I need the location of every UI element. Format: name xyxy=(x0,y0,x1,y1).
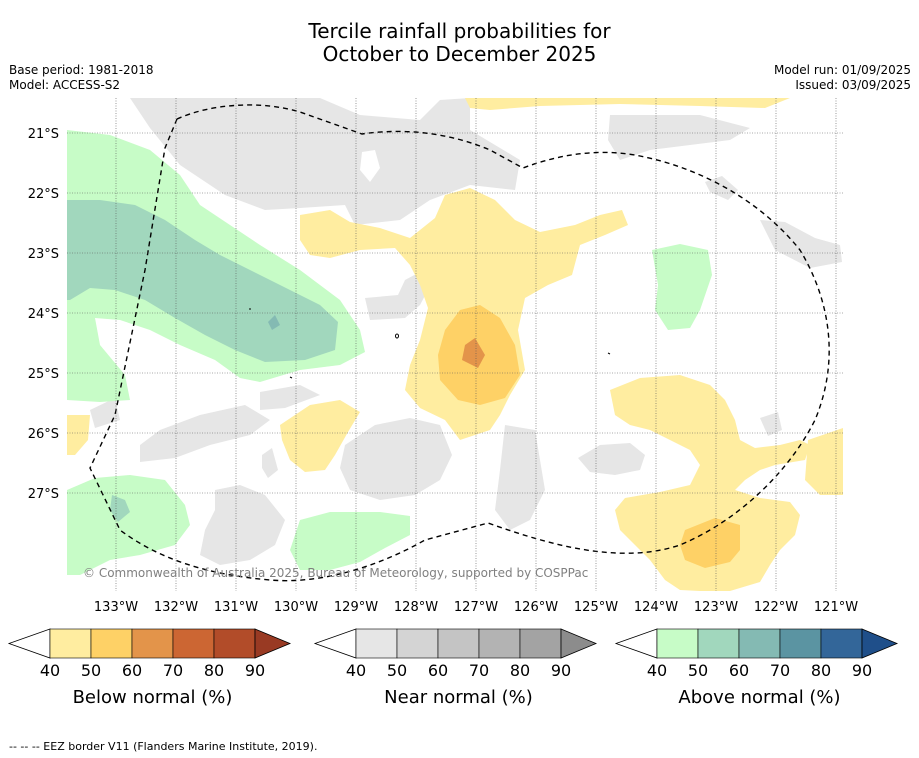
above-normal-60-areas xyxy=(268,315,280,330)
above-normal-tick-label: 70 xyxy=(770,661,790,680)
near-normal-tick-label: 70 xyxy=(469,661,489,680)
lon-label: 129°W xyxy=(334,600,378,615)
lon-label: 121°W xyxy=(814,600,858,615)
below-normal-tick-label: 40 xyxy=(40,661,60,680)
near-normal-tick-label: 80 xyxy=(510,661,530,680)
below-normal-tick-label: 70 xyxy=(163,661,183,680)
below-normal-60-areas xyxy=(462,338,485,368)
lon-label: 132°W xyxy=(154,600,198,615)
lon-label: 123°W xyxy=(694,600,738,615)
below-normal-swatch xyxy=(172,628,215,659)
near-normal-tick-label: 40 xyxy=(346,661,366,680)
above-normal-swatch xyxy=(779,628,822,659)
lon-label: 124°W xyxy=(634,600,678,615)
lat-label: 22°S xyxy=(28,187,59,202)
lon-label: 122°W xyxy=(754,600,798,615)
near-normal-extend-high xyxy=(560,628,598,659)
base-period: Base period: 1981-2018 xyxy=(9,63,154,77)
near-normal-colorbar-title: Near normal (%) xyxy=(384,687,533,708)
copyright-text: © Commonwealth of Australia 2025, Bureau… xyxy=(83,566,588,580)
above-normal-extend-low xyxy=(614,628,658,659)
meta-right: Model run: 01/09/2025 Issued: 03/09/2025 xyxy=(774,63,911,93)
above-normal-tick-label: 50 xyxy=(688,661,708,680)
lon-label: 130°W xyxy=(274,600,318,615)
above-normal-colorbar: 40 50 60 70 80 90 Above normal (%) xyxy=(614,628,899,708)
near-normal-colorbar: 40 50 60 70 80 90 Near normal (%) xyxy=(313,628,598,708)
title-line-1: Tercile rainfall probabilities for xyxy=(308,19,611,43)
near-normal-swatch xyxy=(355,628,398,659)
below-normal-colorbar: 40 50 60 70 80 90 Below normal (%) xyxy=(7,628,292,708)
lon-labels: 133°W 132°W 131°W 130°W 129°W 128°W 127°… xyxy=(94,600,858,615)
below-normal-swatch xyxy=(90,628,133,659)
lat-label: 23°S xyxy=(28,247,59,262)
lon-label: 127°W xyxy=(454,600,498,615)
map-field xyxy=(67,98,843,591)
above-normal-tick-label: 80 xyxy=(811,661,831,680)
below-normal-extend-low xyxy=(7,628,51,659)
above-normal-swatch xyxy=(820,628,863,659)
below-normal-swatch xyxy=(49,628,92,659)
eez-legend-text: -- -- -- EEZ border V11 (Flanders Marine… xyxy=(9,740,318,753)
above-normal-tick-label: 90 xyxy=(852,661,872,680)
lon-label: 128°W xyxy=(394,600,438,615)
lat-label: 27°S xyxy=(28,487,59,502)
above-normal-tick-label: 60 xyxy=(729,661,749,680)
above-normal-extend-high xyxy=(861,628,899,659)
below-normal-tick-label: 90 xyxy=(245,661,265,680)
issued-date: Issued: 03/09/2025 xyxy=(795,78,911,92)
model-name: Model: ACCESS-S2 xyxy=(9,78,121,92)
meta-left: Base period: 1981-2018 Model: ACCESS-S2 xyxy=(9,63,154,93)
lon-label: 126°W xyxy=(514,600,558,615)
gridlines xyxy=(67,98,843,591)
lon-label: 131°W xyxy=(214,600,258,615)
lat-labels: 21°S 22°S 23°S 24°S 25°S 26°S 27°S xyxy=(28,127,59,502)
lon-label: 133°W xyxy=(94,600,138,615)
below-normal-swatch xyxy=(131,628,174,659)
eez-border xyxy=(89,104,830,582)
above-normal-tick-label: 40 xyxy=(647,661,667,680)
above-normal-colorbar-title: Above normal (%) xyxy=(678,687,840,708)
lon-label: 125°W xyxy=(574,600,618,615)
model-run: Model run: 01/09/2025 xyxy=(773,63,911,77)
lat-label: 21°S xyxy=(28,127,59,142)
near-normal-tick-label: 50 xyxy=(387,661,407,680)
island-markers xyxy=(249,308,611,379)
below-normal-swatch xyxy=(213,628,256,659)
below-normal-tick-label: 50 xyxy=(81,661,101,680)
map-title: Tercile rainfall probabilities for Octob… xyxy=(0,20,919,66)
below-normal-extend-high xyxy=(254,628,292,659)
near-normal-tick-label: 90 xyxy=(551,661,571,680)
near-normal-tick-label: 60 xyxy=(428,661,448,680)
below-normal-tick-label: 60 xyxy=(122,661,142,680)
below-normal-tick-label: 80 xyxy=(204,661,224,680)
above-normal-swatch xyxy=(738,628,781,659)
near-normal-swatch xyxy=(519,628,562,659)
title-line-2: October to December 2025 xyxy=(322,42,597,66)
lat-label: 26°S xyxy=(28,427,59,442)
above-normal-swatch xyxy=(697,628,740,659)
near-normal-extend-low xyxy=(313,628,357,659)
near-normal-swatch xyxy=(396,628,439,659)
lat-label: 24°S xyxy=(28,307,59,322)
lat-label: 25°S xyxy=(28,367,59,382)
colorbars: 40 50 60 70 80 90 Below normal (%) 40 50 60 70 80 90… xyxy=(7,628,899,708)
near-normal-swatch xyxy=(437,628,480,659)
below-normal-colorbar-title: Below normal (%) xyxy=(73,687,233,708)
near-normal-swatch xyxy=(478,628,521,659)
above-normal-swatch xyxy=(656,628,699,659)
